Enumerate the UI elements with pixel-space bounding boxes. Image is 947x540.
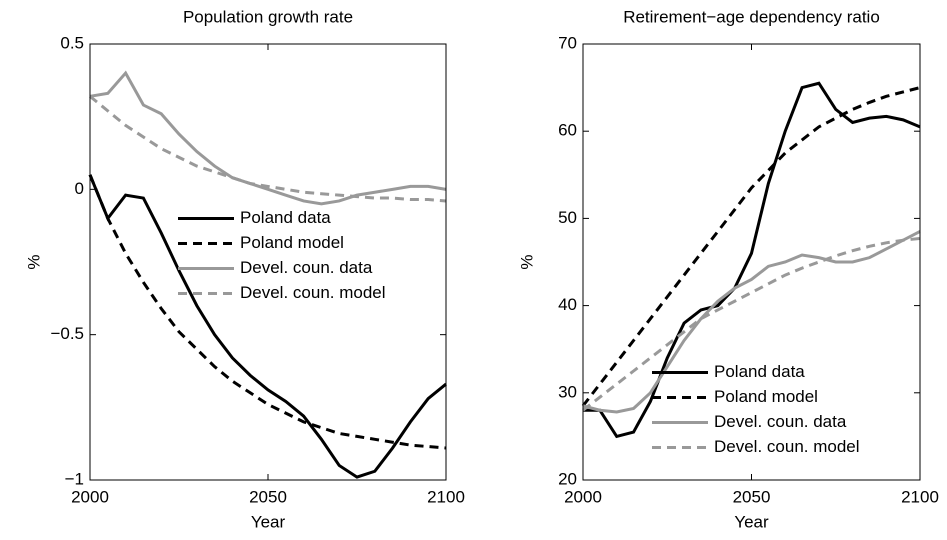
x-tick-label: 2050 (249, 487, 287, 506)
y-axis-label: % (517, 254, 536, 269)
y-tick-label: 60 (558, 121, 577, 140)
data-line (88, 174, 447, 450)
plot-frame (89, 43, 447, 481)
x-tick-label: 2050 (733, 487, 771, 506)
chart-title: Retirement−age dependency ratio (623, 7, 880, 26)
data-line (582, 230, 921, 414)
legend-label: Poland data (714, 362, 805, 381)
x-tick-label: 2000 (71, 487, 109, 506)
y-tick-label: 40 (558, 295, 577, 314)
y-tick-label: 20 (558, 469, 577, 488)
legend-label: Poland model (714, 387, 818, 406)
x-axis-label: Year (251, 512, 286, 531)
plot-frame (582, 43, 921, 481)
y-tick-label: 50 (558, 208, 577, 227)
legend-label: Poland model (240, 233, 344, 252)
legend-label: Poland data (240, 208, 331, 227)
legend-label: Devel. coun. data (714, 412, 847, 431)
x-axis-label: Year (734, 512, 769, 531)
legend-label: Devel. coun. model (240, 283, 386, 302)
y-axis-label: % (24, 254, 43, 269)
y-tick-label: −1 (65, 469, 84, 488)
x-tick-label: 2100 (427, 487, 465, 506)
x-tick-label: 2000 (564, 487, 602, 506)
data-line (88, 174, 447, 479)
y-tick-label: 0.5 (60, 33, 84, 52)
y-tick-label: −0.5 (50, 324, 84, 343)
data-line (581, 86, 921, 407)
y-tick-label: 30 (558, 382, 577, 401)
legend-label: Devel. coun. data (240, 258, 373, 277)
data-line (89, 70, 447, 206)
data-line (583, 81, 921, 439)
chart-title: Population growth rate (183, 7, 353, 26)
x-tick-label: 2100 (901, 487, 939, 506)
y-tick-label: 0 (75, 179, 84, 198)
legend-label: Devel. coun. model (714, 437, 860, 456)
data-line (582, 236, 921, 412)
data-line (89, 95, 447, 203)
y-tick-label: 70 (558, 33, 577, 52)
